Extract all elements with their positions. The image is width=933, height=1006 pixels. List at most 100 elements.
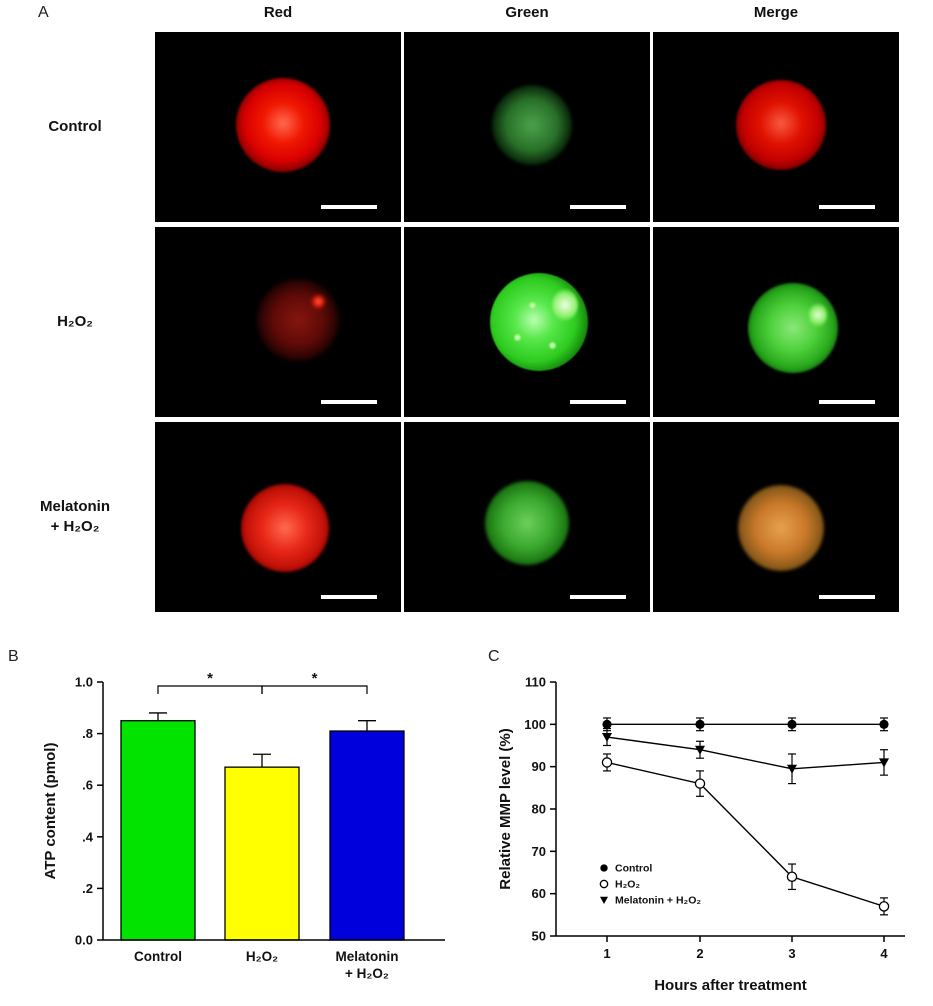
y-tick-label: .2: [82, 881, 93, 896]
y-tick-label: 90: [532, 759, 546, 774]
micrograph-melatonin-green: [404, 422, 650, 612]
cell-fluorescence-red-medium: [241, 484, 329, 572]
row-label-control-text: Control: [48, 118, 102, 135]
marker-filled-circle: [879, 719, 889, 729]
bright-green-blob: [809, 302, 828, 327]
cell-fluorescence-red-merge: [736, 80, 826, 170]
y-axis-title: ATP content (pmol): [42, 743, 59, 880]
micrograph-grid: [155, 32, 899, 612]
row-label-melatonin-h2o2: Melatonin + H₂O₂: [0, 497, 150, 537]
marker-filled-triangle: [602, 733, 612, 743]
column-header-merge: Merge: [753, 4, 799, 21]
x-category-label: Control: [134, 949, 182, 964]
cell-fluorescence-red-bright: [236, 78, 330, 172]
marker-open-circle: [694, 778, 706, 789]
green-speckle: [548, 341, 556, 349]
panel-c-label: C: [488, 648, 500, 665]
scale-bar: [321, 400, 377, 404]
y-axis-title: Relative MMP level (%): [497, 728, 514, 889]
x-category-label: H₂O₂: [246, 949, 278, 964]
cell-fluorescence-green-dim: [492, 85, 572, 165]
bar-0: [120, 720, 196, 941]
marker-filled-circle: [602, 719, 612, 729]
y-tick-label: 1.0: [75, 675, 93, 690]
significance-bracket: [157, 685, 263, 694]
scale-bar: [819, 595, 875, 599]
bar-2: [329, 730, 405, 941]
marker-filled-circle: [600, 864, 608, 872]
mmp-line-chart: 50 60 70 80 90 100 110 1 2 3 4 Control H₂O₂ Melatonin…: [497, 675, 905, 994]
bright-red-spot: [312, 295, 326, 309]
legend-label-1: H₂O₂: [615, 879, 640, 891]
significance-asterisk: *: [207, 670, 213, 687]
x-tick-label: 2: [696, 946, 703, 961]
bright-green-blob: [552, 288, 579, 321]
y-tick-label: .8: [82, 726, 93, 741]
cell-fluorescence-red-faint: [257, 279, 339, 361]
cell-fluorescence-green-bright: [490, 273, 588, 371]
panel-a-label: A: [38, 4, 49, 21]
x-tick-label: 1: [603, 946, 610, 961]
marker-open-circle: [878, 901, 890, 912]
atp-bar-chart: 0.0 .2 .4 .6 .8 1.0 Control H₂O₂ Melatonin + H₂O₂…: [42, 670, 445, 981]
micrograph-h2o2-green: [404, 227, 650, 417]
significance-asterisk: *: [312, 670, 318, 687]
marker-open-circle: [601, 757, 613, 768]
y-tick-label: 110: [525, 675, 546, 690]
x-category-label: + H₂O₂: [345, 966, 389, 981]
row-label-h2o2: H₂O₂: [0, 312, 150, 332]
cell-fluorescence-green-medium: [485, 481, 569, 565]
marker-filled-circle: [695, 719, 705, 729]
scale-bar: [570, 400, 626, 404]
micrograph-melatonin-merge: [653, 422, 899, 612]
micrograph-control-red: [155, 32, 401, 222]
scale-bar: [819, 205, 875, 209]
marker-filled-circle: [787, 719, 797, 729]
micrograph-melatonin-red: [155, 422, 401, 612]
y-tick-label: .4: [82, 829, 94, 844]
scale-bar: [321, 595, 377, 599]
column-header-red: Red: [263, 4, 293, 21]
marker-filled-triangle: [600, 896, 608, 904]
marker-filled-triangle: [879, 758, 889, 768]
legend-label-2: Melatonin + H₂O₂: [615, 895, 701, 907]
bar-1: [224, 766, 300, 941]
x-category-label: Melatonin: [336, 949, 399, 964]
column-header-green: Green: [505, 4, 549, 21]
y-tick-label: 60: [532, 886, 546, 901]
y-tick-label: 50: [532, 929, 546, 944]
scale-bar: [570, 205, 626, 209]
legend-label-0: Control: [615, 863, 652, 875]
cell-fluorescence-green-merge: [748, 283, 838, 373]
micrograph-h2o2-merge: [653, 227, 899, 417]
marker-filled-triangle: [787, 764, 797, 774]
y-tick-label: .6: [82, 778, 93, 793]
significance-bracket: [261, 685, 368, 694]
marker-filled-triangle: [695, 745, 705, 755]
y-tick-label: 100: [524, 717, 546, 732]
micrograph-h2o2-red: [155, 227, 401, 417]
series-line-2: [606, 736, 885, 770]
row-label-melatonin-line2: + H₂O₂: [50, 518, 100, 535]
y-tick-label: 70: [532, 844, 546, 859]
x-tick-label: 3: [788, 946, 795, 961]
green-speckle: [513, 333, 521, 341]
micrograph-control-merge: [653, 32, 899, 222]
panel-b-label: B: [8, 648, 19, 665]
row-label-h2o2-text: H₂O₂: [57, 313, 93, 330]
marker-open-circle: [599, 879, 609, 889]
scale-bar: [321, 205, 377, 209]
cell-fluorescence-orange-merge: [738, 485, 824, 571]
green-speckle: [529, 302, 537, 310]
marker-open-circle: [786, 871, 798, 882]
micrograph-control-green: [404, 32, 650, 222]
y-tick-label: 0.0: [75, 933, 93, 948]
row-label-control: Control: [0, 117, 150, 137]
scale-bar: [819, 400, 875, 404]
y-tick-label: 80: [532, 802, 546, 817]
x-tick-label: 4: [880, 946, 888, 961]
series-line-1: [606, 761, 885, 908]
scale-bar: [570, 595, 626, 599]
x-axis-title: Hours after treatment: [654, 977, 807, 994]
